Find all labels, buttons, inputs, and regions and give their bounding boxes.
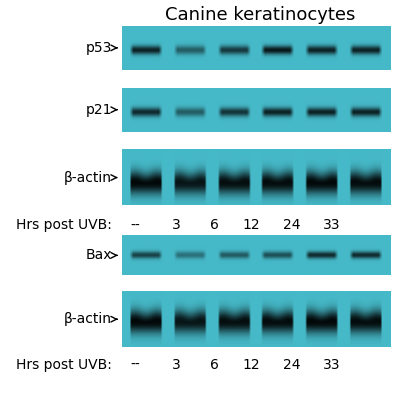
- Text: Hrs post UVB:: Hrs post UVB:: [16, 218, 112, 233]
- Text: --: --: [130, 218, 140, 233]
- Text: Hrs post UVB:: Hrs post UVB:: [16, 358, 112, 372]
- Text: 24: 24: [283, 358, 301, 372]
- Text: 33: 33: [322, 218, 340, 233]
- Text: 24: 24: [283, 218, 301, 233]
- Text: p21: p21: [86, 103, 112, 117]
- Text: Canine keratinocytes: Canine keratinocytes: [165, 6, 355, 24]
- Text: Bax: Bax: [86, 248, 112, 263]
- Text: --: --: [130, 358, 140, 372]
- Text: 33: 33: [322, 358, 340, 372]
- Text: 6: 6: [210, 358, 218, 372]
- Text: β-actin: β-actin: [64, 170, 112, 185]
- Text: 3: 3: [172, 218, 180, 233]
- Text: p53: p53: [86, 41, 112, 55]
- Text: 6: 6: [210, 218, 218, 233]
- Text: β-actin: β-actin: [64, 312, 112, 326]
- Text: 12: 12: [242, 218, 260, 233]
- Text: 3: 3: [172, 358, 180, 372]
- Text: 12: 12: [242, 358, 260, 372]
